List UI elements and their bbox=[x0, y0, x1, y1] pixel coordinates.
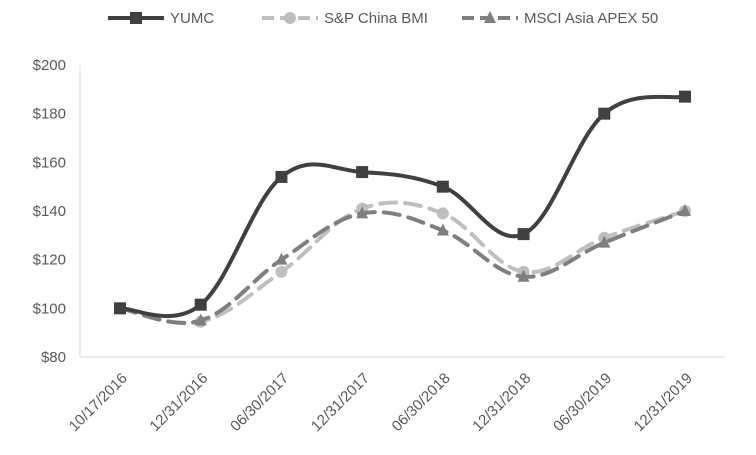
data-point-yumc bbox=[194, 298, 207, 311]
y-tick-label: $120 bbox=[33, 252, 66, 269]
y-tick-label: $160 bbox=[33, 154, 66, 171]
data-point-s-p-china-bmi bbox=[275, 265, 288, 278]
data-point-yumc bbox=[517, 228, 530, 241]
series-line-msci-asia-apex-50 bbox=[118, 209, 687, 325]
y-axis: $80 $100 $120 $140 $160 $180 $200 bbox=[33, 57, 81, 366]
legend-label-yumc: YUMC bbox=[170, 10, 214, 27]
data-point-msci-asia-apex-50 bbox=[275, 252, 288, 265]
x-tick-label: 06/30/2017 bbox=[227, 370, 292, 435]
legend: YUMC S&P China BMI MSCI Asia APEX 50 bbox=[108, 10, 658, 27]
x-tick-label: 06/30/2019 bbox=[550, 370, 615, 435]
y-tick-label: $200 bbox=[33, 57, 66, 74]
y-tick-label: $180 bbox=[33, 106, 66, 123]
data-point-yumc bbox=[679, 90, 691, 103]
y-tick-label: $100 bbox=[33, 300, 66, 317]
data-point-msci-asia-apex-50 bbox=[194, 313, 207, 326]
x-tick-label: 06/30/2018 bbox=[389, 370, 454, 435]
series-yumc bbox=[114, 90, 691, 318]
data-point-yumc bbox=[275, 170, 288, 183]
data-point-msci-asia-apex-50 bbox=[356, 206, 369, 219]
data-point-yumc bbox=[436, 180, 449, 193]
x-axis: 10/17/2016 12/31/2016 06/30/2017 12/31/2017… bbox=[66, 356, 725, 435]
x-tick-label: 12/31/2016 bbox=[146, 370, 211, 435]
legend-label-msci-asia-apex-50: MSCI Asia APEX 50 bbox=[524, 10, 658, 27]
data-point-msci-asia-apex-50 bbox=[436, 223, 449, 236]
data-point-msci-asia-apex-50 bbox=[517, 269, 530, 282]
legend-label-s-p-china-bmi: S&P China BMI bbox=[324, 10, 428, 27]
data-point-yumc bbox=[598, 107, 611, 120]
legend-item-msci-asia-apex-50: MSCI Asia APEX 50 bbox=[462, 10, 658, 27]
data-point-yumc bbox=[114, 302, 126, 315]
x-tick-label: 12/31/2018 bbox=[469, 370, 534, 435]
legend-marker-yumc bbox=[130, 12, 142, 24]
x-tick-label: 10/17/2016 bbox=[66, 370, 131, 435]
series-layer bbox=[114, 90, 691, 328]
series-line-s-p-china-bmi bbox=[118, 200, 687, 326]
legend-item-s-p-china-bmi: S&P China BMI bbox=[262, 10, 428, 27]
y-tick-label: $140 bbox=[33, 203, 66, 220]
y-tick-label: $80 bbox=[41, 349, 66, 366]
legend-item-yumc: YUMC bbox=[108, 10, 214, 27]
x-tick-label: 12/31/2019 bbox=[631, 370, 696, 435]
data-point-yumc bbox=[356, 166, 369, 179]
legend-marker-s-p-china-bmi bbox=[284, 12, 296, 24]
legend-marker-msci-asia-apex-50 bbox=[484, 11, 496, 23]
series-line-yumc bbox=[118, 94, 687, 318]
x-tick-label: 12/31/2017 bbox=[308, 370, 373, 435]
data-point-s-p-china-bmi bbox=[436, 207, 449, 220]
data-point-msci-asia-apex-50 bbox=[598, 235, 611, 248]
data-point-msci-asia-apex-50 bbox=[679, 204, 691, 216]
